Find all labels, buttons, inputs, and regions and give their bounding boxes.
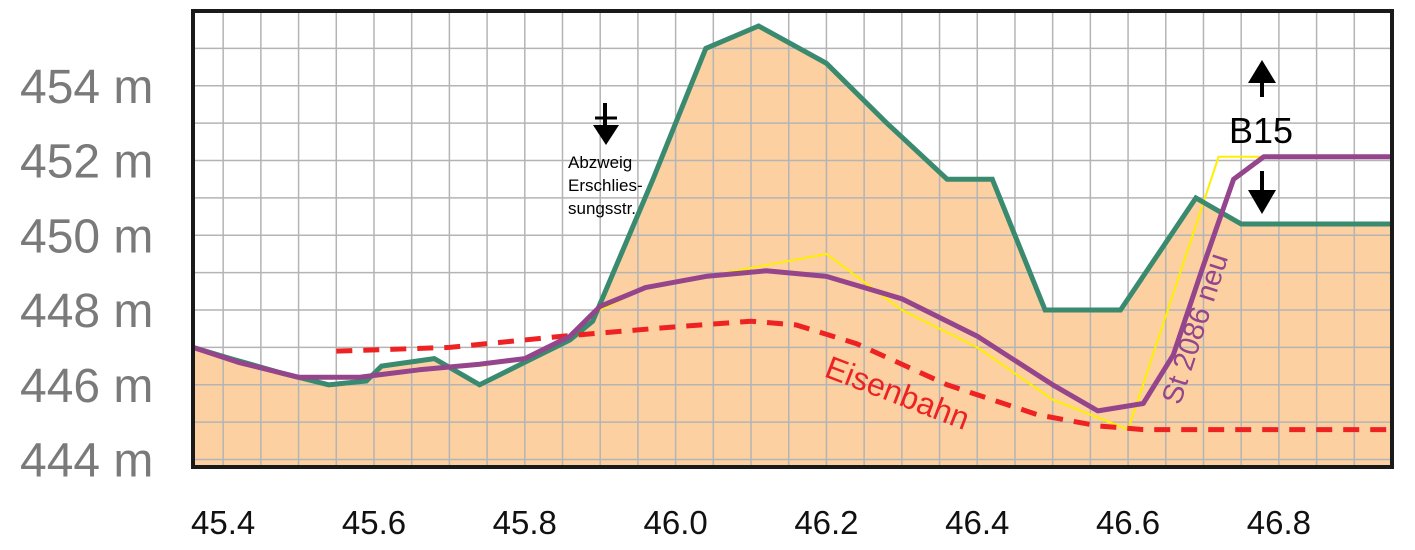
annotation-abzweig: Abzweig [568, 153, 632, 172]
y-tick-label: 444 m [20, 435, 153, 488]
railway-line [336, 318, 1392, 433]
x-tick-label: 45.4 [191, 504, 255, 541]
x-axis-ticks: 45.4 45.6 45.8 46.0 46.2 46.4 46.6 46.8 [191, 504, 1311, 541]
b15-down-arrow-icon [1248, 171, 1276, 214]
terrain-fill [193, 26, 1392, 467]
annotation-b15: B15 [1229, 110, 1293, 151]
x-tick-label: 45.6 [342, 504, 406, 541]
annotation-sungsstr: sungsstr. [568, 199, 636, 218]
y-tick-label: 452 m [20, 136, 153, 189]
y-tick-label: 448 m [20, 285, 153, 338]
x-tick-label: 46.2 [794, 504, 858, 541]
x-tick-label: 46.0 [643, 504, 707, 541]
x-tick-label: 46.6 [1096, 504, 1160, 541]
road-st2086-line [193, 154, 1392, 414]
terrain-line [193, 23, 1392, 388]
x-tick-label: 46.8 [1247, 504, 1311, 541]
x-tick-label: 46.4 [945, 504, 1009, 541]
x-tick-label: 45.8 [493, 504, 557, 541]
annotation-erschliessungs: Erschlies- [568, 176, 643, 195]
y-tick-label: 446 m [20, 360, 153, 413]
y-axis-ticks: 444 m 446 m 448 m 450 m 452 m 454 m [20, 61, 153, 488]
plot-frame [191, 9, 1394, 469]
b15-up-arrow-icon [1248, 60, 1276, 97]
y-tick-label: 454 m [20, 61, 153, 114]
junction-down-arrow-icon [593, 103, 619, 145]
y-tick-label: 450 m [20, 210, 153, 263]
